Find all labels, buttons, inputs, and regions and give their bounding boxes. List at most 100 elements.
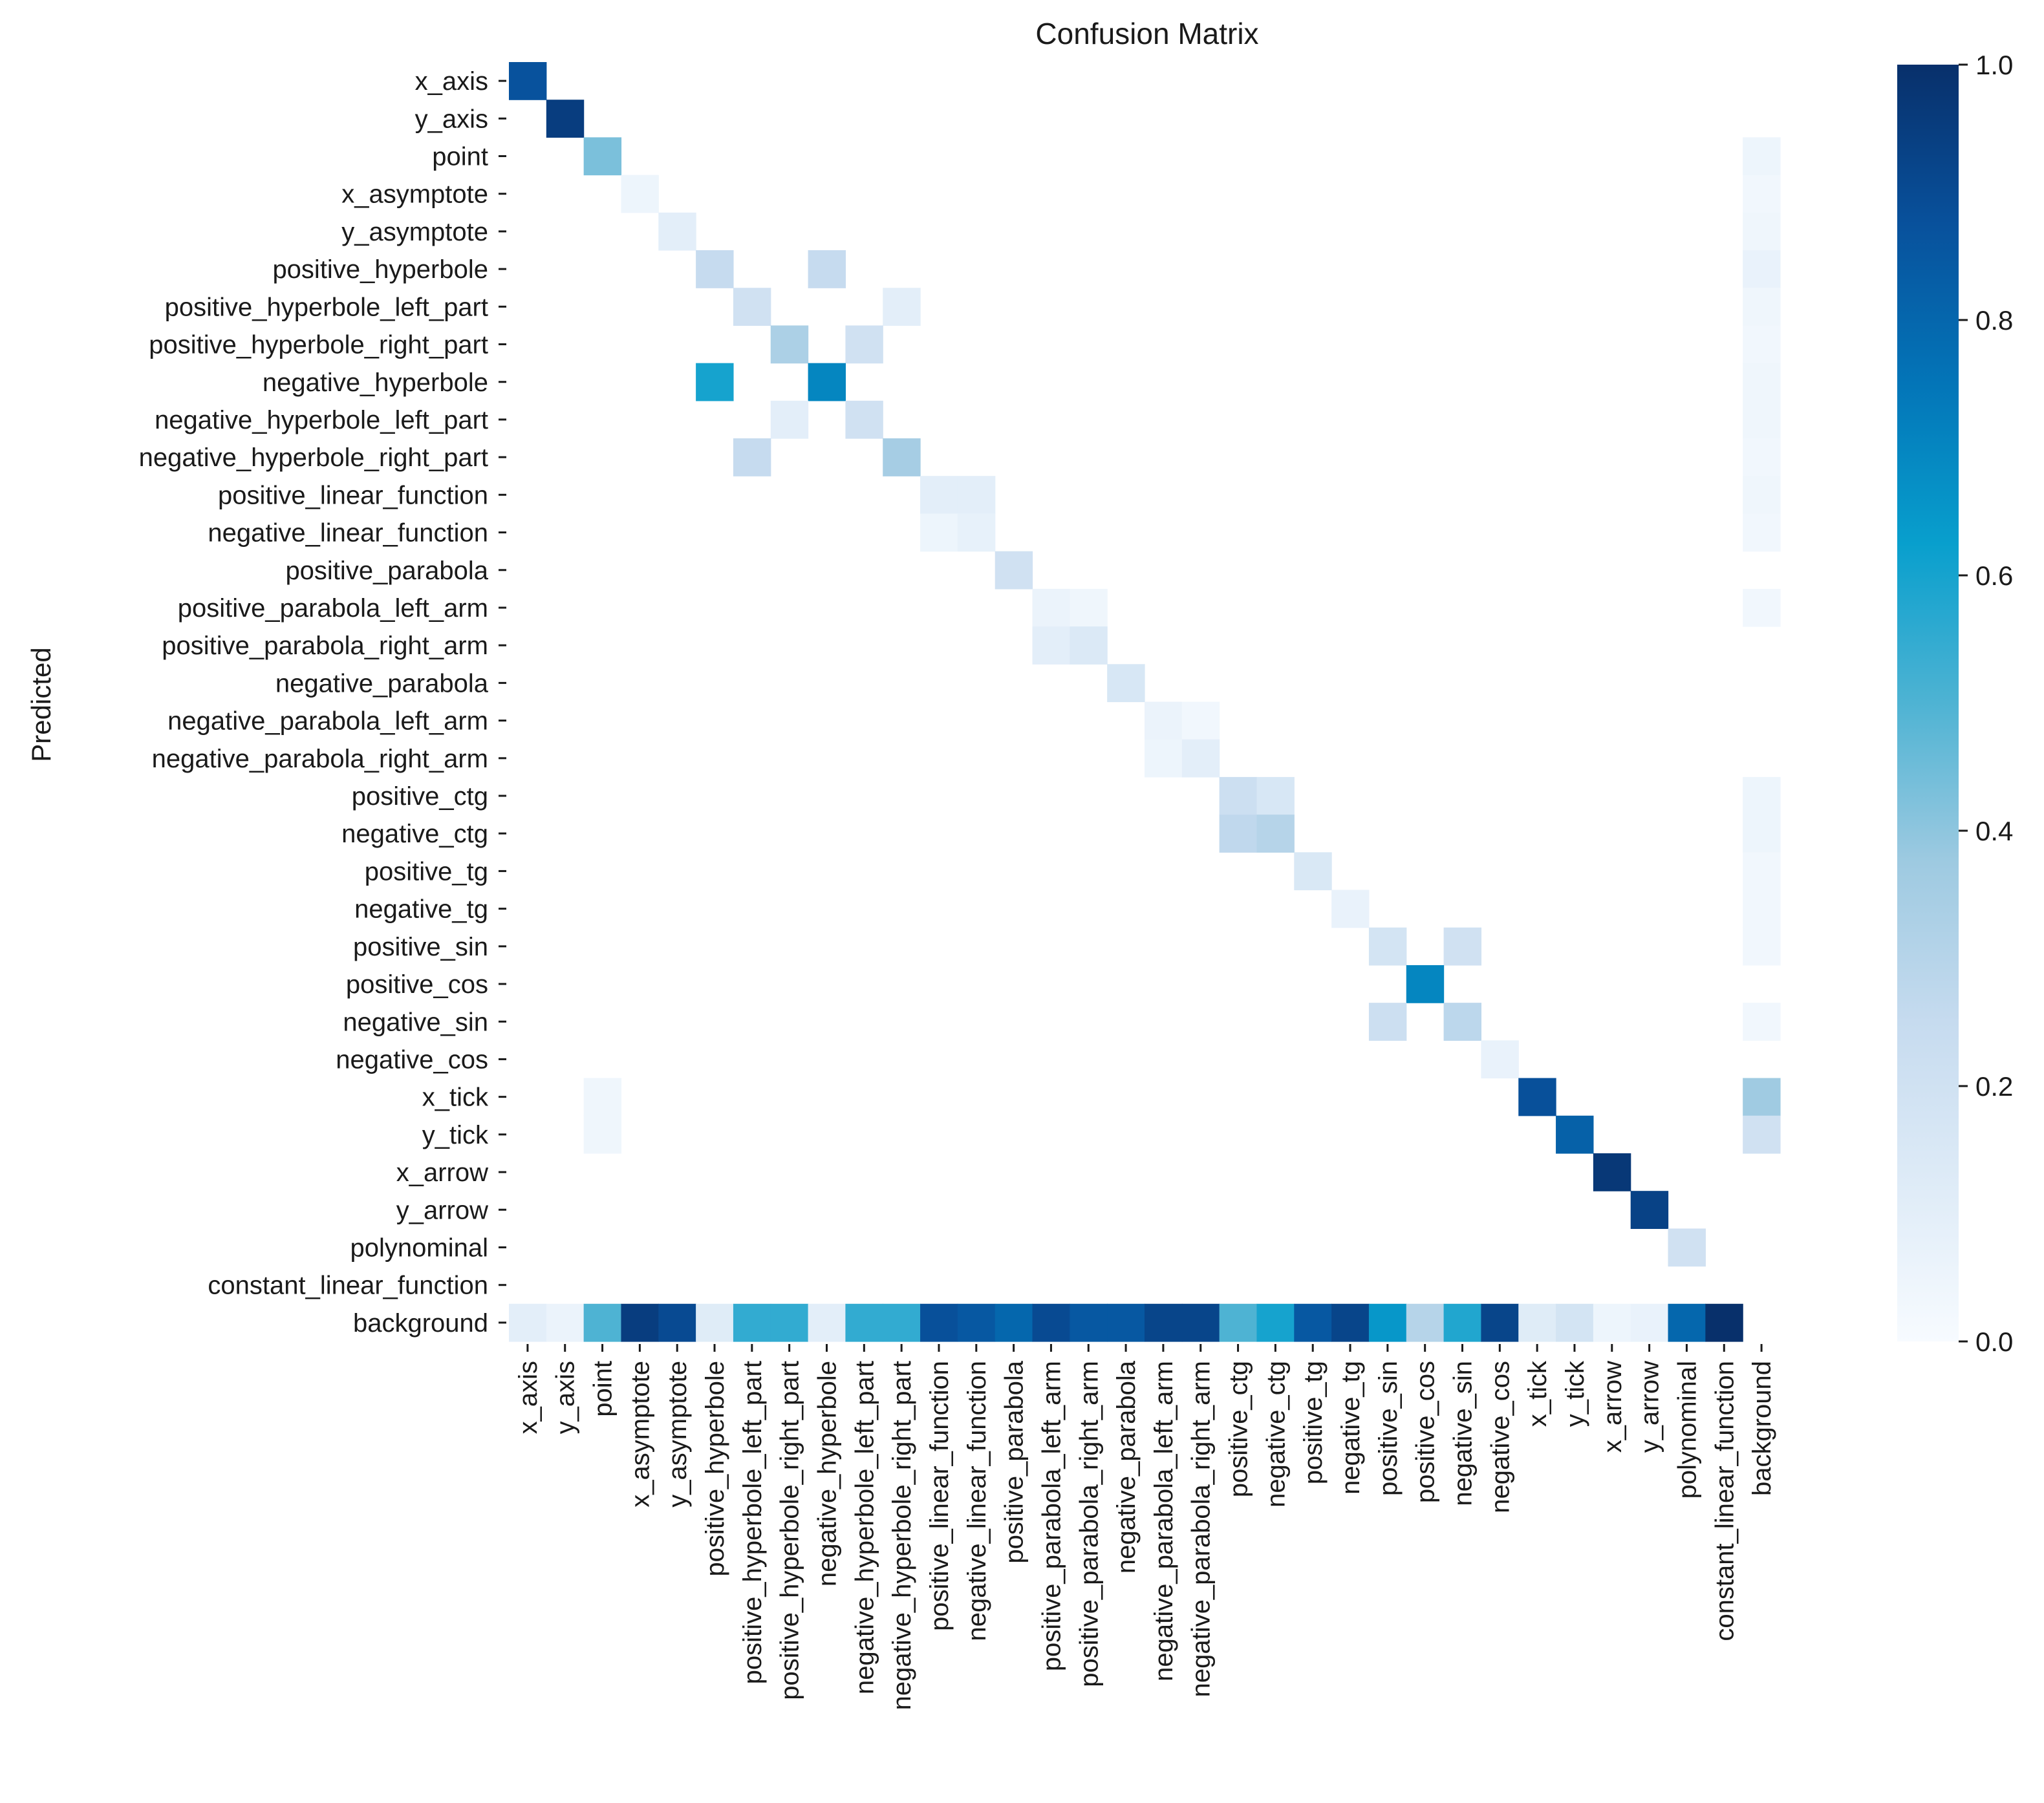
heatmap-cell-r33-c6 [733, 1303, 771, 1342]
column-label-x-asymptote: x_asymptote [626, 1361, 654, 1508]
heatmap-cell-r8-c8 [808, 363, 846, 401]
heatmap-cell-r33-c9 [845, 1303, 883, 1342]
column-label-negative-hyperbole-right-part: negative_hyperbole_right_part [888, 1361, 916, 1710]
row-label-positive-tg: positive_tg [365, 857, 488, 886]
column-label-negative-tg: negative_tg [1337, 1361, 1365, 1495]
heatmap-cell-r27-c2 [583, 1078, 622, 1116]
column-label-negative-hyperbole: negative_hyperbole [813, 1361, 842, 1586]
row-label-positive-parabola-left-arm: positive_parabola_left_arm [178, 594, 488, 623]
heatmap-cell-r33-c22 [1331, 1303, 1370, 1342]
row-label-y-tick: y_tick [422, 1121, 489, 1149]
heatmap-cell-r27-c27 [1518, 1078, 1556, 1116]
heatmap-cell-r2-c33 [1743, 137, 1781, 176]
row-label-negative-hyperbole-right-part: negative_hyperbole_right_part [139, 443, 488, 472]
heatmap-cell-r10-c33 [1743, 438, 1781, 476]
heatmap-cell-r9-c9 [845, 400, 883, 439]
colorbar-tick-label: 0.2 [1975, 1071, 2013, 1102]
column-label-positive-tg: positive_tg [1299, 1361, 1328, 1484]
heatmap-cell-r17-c17 [1145, 701, 1183, 740]
heatmap-cell-r33-c8 [808, 1303, 846, 1342]
row-label-x-arrow: x_arrow [396, 1158, 488, 1187]
heatmap-cell-r13-c13 [995, 551, 1033, 590]
colorbar: 0.0 0.2 0.4 0.6 0.8 1.0 [1897, 50, 2013, 1357]
colorbar-tick-label: 0.8 [1975, 305, 2013, 336]
heatmap-cell-r6-c10 [883, 288, 921, 326]
heatmap-cell-r1-c1 [546, 100, 585, 138]
column-label-negative-hyperbole-left-part: negative_hyperbole_left_part [850, 1361, 879, 1694]
heatmap-cell-r33-c13 [995, 1303, 1033, 1342]
heatmap-cell-r23-c23 [1368, 927, 1407, 966]
column-label-negative-parabola-right-arm: negative_parabola_right_arm [1187, 1361, 1216, 1697]
row-label-positive-cos: positive_cos [346, 970, 488, 999]
heatmap-cell-r7-c33 [1743, 325, 1781, 364]
column-label-y-axis: y_axis [552, 1361, 580, 1434]
heatmap-cell-r21-c21 [1294, 852, 1332, 891]
chart-title: Confusion Matrix [1035, 17, 1258, 50]
heatmap-cell-r33-c10 [883, 1303, 921, 1342]
heatmap-cell-r33-c21 [1294, 1303, 1332, 1342]
heatmap-cell-r33-c30 [1630, 1303, 1669, 1342]
heatmap-cell-r33-c0 [509, 1303, 547, 1342]
heatmap-cell-r3-c33 [1743, 175, 1781, 213]
colorbar-tick-label: 0.4 [1975, 816, 2013, 846]
row-label-constant-linear-function: constant_linear_function [208, 1272, 488, 1300]
heatmap-cell-r33-c16 [1107, 1303, 1145, 1342]
heatmap-cell-r15-c15 [1070, 626, 1108, 665]
heatmap-cell-r4-c33 [1743, 212, 1781, 251]
column-label-positive-parabola-right-arm: positive_parabola_right_arm [1075, 1361, 1103, 1687]
column-label-negative-parabola-left-arm: negative_parabola_left_arm [1150, 1361, 1178, 1681]
column-label-positive-hyperbole: positive_hyperbole [701, 1361, 729, 1577]
column-label-point: point [589, 1361, 618, 1417]
row-label-negative-tg: negative_tg [354, 895, 488, 924]
heatmap-cell-r19-c20 [1256, 776, 1295, 815]
row-label-negative-parabola-right-arm: negative_parabola_right_arm [152, 745, 488, 773]
heatmap-cell-r20-c20 [1256, 815, 1295, 853]
heatmap-cell-r14-c14 [1032, 588, 1070, 627]
heatmap-cell-r33-c7 [770, 1303, 809, 1342]
row-label-y-axis: y_axis [415, 105, 488, 133]
heatmap-cell-r7-c7 [770, 325, 809, 364]
colorbar-tick-label: 1.0 [1975, 50, 2013, 80]
row-label-negative-cos: negative_cos [336, 1045, 488, 1074]
row-label-negative-parabola-left-arm: negative_parabola_left_arm [167, 707, 488, 736]
heatmap-cell-r19-c19 [1219, 776, 1258, 815]
column-label-constant-linear-function: constant_linear_function [1710, 1361, 1739, 1641]
heatmap-cell-r33-c29 [1593, 1303, 1631, 1342]
row-label-positive-hyperbole: positive_hyperbole [272, 255, 488, 284]
heatmap-cell-r17-c18 [1181, 701, 1220, 740]
heatmap-cell-r11-c11 [920, 476, 958, 515]
column-labels: x_axis y_axis point x_asymptote y_asymptote p… [514, 1344, 1776, 1710]
row-label-positive-sin: positive_sin [353, 933, 488, 961]
heatmap-cell-r8-c33 [1743, 363, 1781, 401]
column-label-y-tick: y_tick [1561, 1360, 1589, 1427]
heatmap-cell-r22-c33 [1743, 890, 1781, 928]
row-label-x-tick: x_tick [422, 1083, 489, 1112]
column-label-negative-ctg: negative_ctg [1262, 1361, 1290, 1508]
heatmap-cell-r31-c31 [1668, 1228, 1706, 1267]
column-label-positive-parabola-left-arm: positive_parabola_left_arm [1037, 1361, 1066, 1671]
heatmap-cell-r9-c7 [770, 400, 809, 439]
column-label-negative-sin: negative_sin [1449, 1361, 1478, 1506]
row-label-negative-ctg: negative_ctg [341, 820, 488, 848]
row-label-positive-parabola-right-arm: positive_parabola_right_arm [162, 632, 488, 660]
colorbar-tick-label: 0.6 [1975, 560, 2013, 591]
heatmap-cell-r33-c18 [1181, 1303, 1220, 1342]
heatmap-cell-r25-c25 [1443, 1003, 1482, 1041]
column-label-positive-cos: positive_cos [1412, 1361, 1440, 1503]
heatmap-cell-r19-c33 [1743, 776, 1781, 815]
row-label-negative-linear-function: negative_linear_function [208, 519, 488, 548]
column-label-y-asymptote: y_asymptote [663, 1361, 692, 1508]
heatmap-cell-r33-c17 [1145, 1303, 1183, 1342]
heatmap-cell-r33-c26 [1481, 1303, 1519, 1342]
row-label-y-asymptote: y_asymptote [341, 218, 488, 246]
heatmap-cell-r23-c25 [1443, 927, 1482, 966]
heatmap-cell-r33-c28 [1556, 1303, 1594, 1342]
heatmap-cell-r18-c17 [1145, 739, 1183, 778]
heatmap-cell-r33-c14 [1032, 1303, 1070, 1342]
heatmap-cell-r33-c5 [696, 1303, 734, 1342]
heatmap-cell-r27-c33 [1743, 1078, 1781, 1116]
heatmap-cell-r24-c24 [1406, 965, 1445, 1003]
heatmap-cell-r15-c14 [1032, 626, 1070, 665]
heatmap-cell-r28-c33 [1743, 1115, 1781, 1154]
heatmap-cell-r33-c27 [1518, 1303, 1556, 1342]
